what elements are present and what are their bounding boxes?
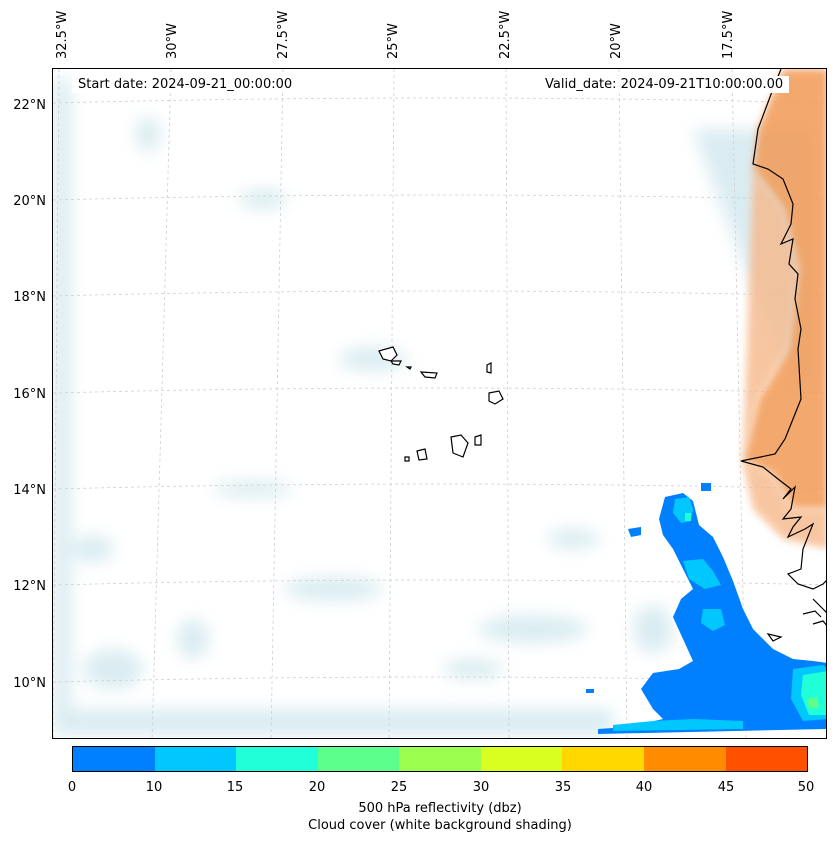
colorbar-tick-0: 0 [67,780,77,795]
colorbar-tick-45: 45 [717,780,735,795]
lon-label-30w: 30°W [165,23,180,59]
lat-label-22n: 22°N [13,98,46,113]
valid-date-label: Valid_date: 2024-09-21T10:00:00.00 [539,76,790,93]
colorbar-tick-35: 35 [554,780,572,795]
map-panel [52,68,827,739]
lon-label-17-5w: 17.5°W [721,10,736,59]
colorbar-segment-35-40 [562,747,644,771]
coastline [740,69,826,642]
lon-label-27-5w: 27.5°W [276,10,291,59]
colorbar-sublabel: Cloud cover (white background shading) [308,818,572,833]
land-dust-shading [743,69,826,549]
colorbar-segment-20-25 [317,747,400,771]
colorbar-segment-45-50 [725,747,808,771]
lat-label-10n: 10°N [13,676,46,691]
lat-label-14n: 14°N [13,483,46,498]
lon-label-32-5w: 32.5°W [55,10,70,59]
colorbar-label: 500 hPa reflectivity (dbz) [358,801,522,816]
start-date-label: Start date: 2024-09-21_00:00:00 [72,76,299,93]
colorbar-segment-10-15 [154,747,237,771]
map-canvas [53,69,826,738]
lat-label-16n: 16°N [13,387,46,402]
colorbar [72,746,808,772]
cape-verde-islands [378,346,504,462]
lat-label-18n: 18°N [13,290,46,305]
lon-label-22-5w: 22.5°W [498,10,513,59]
colorbar-segment-25-30 [399,747,481,771]
colorbar-tick-20: 20 [308,780,326,795]
lat-label-12n: 12°N [13,579,46,594]
colorbar-segment-0-10 [73,747,155,771]
colorbar-segment-30-35 [480,747,563,771]
colorbar-segment-15-20 [236,747,318,771]
colorbar-tick-15: 15 [226,780,244,795]
lat-label-20n: 20°N [13,194,46,209]
colorbar-tick-30: 30 [472,780,490,795]
colorbar-segment-40-45 [643,747,726,771]
reflectivity-cells [586,483,826,734]
lon-label-20w: 20°W [609,23,624,59]
colorbar-tick-10: 10 [145,780,163,795]
graticule [53,69,826,738]
colorbar-tick-40: 40 [635,780,653,795]
lon-label-25w: 25°W [386,23,401,59]
colorbar-tick-50: 50 [797,780,815,795]
colorbar-tick-25: 25 [390,780,408,795]
